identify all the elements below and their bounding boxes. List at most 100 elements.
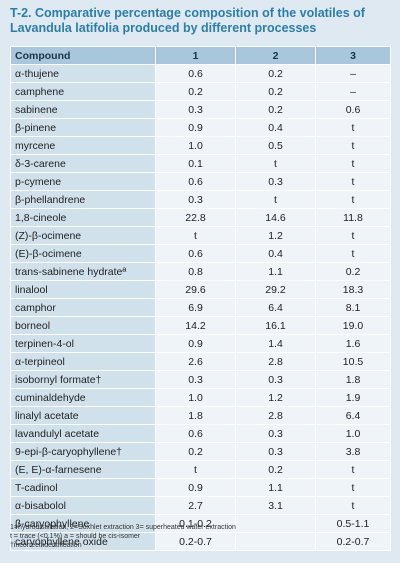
compound-cell: trans-sabinene hydrateª <box>10 262 156 281</box>
process-1-cell: 0.6 <box>155 244 236 263</box>
compound-cell: cuminaldehyde <box>10 388 156 407</box>
process-3-cell: t <box>315 172 391 191</box>
table-header-row: Compound 1 2 3 <box>10 46 391 65</box>
footnote: t = trace (<0.1%) a = should be cis-isom… <box>10 533 141 540</box>
process-2-cell: 1.1 <box>235 478 316 497</box>
process-3-cell: 11.8 <box>315 208 391 227</box>
table-row: T-cadinol 0.9 1.1 t <box>10 478 391 497</box>
process-1-cell: 0.3 <box>155 100 236 119</box>
table-body: α-thujene 0.6 0.2– camphene 0.2 0.2– sabinene 0… <box>10 64 391 551</box>
process-1-cell: 0.1 <box>155 154 236 173</box>
process-2-cell <box>235 514 316 533</box>
table-row: δ-3-carene 0.1 t t <box>10 154 391 173</box>
compound-cell: 1,8-cineole <box>10 208 156 227</box>
process-1-cell: t <box>155 226 236 245</box>
process-3-cell: – <box>315 64 391 83</box>
process-3-cell: 19.0 <box>315 316 391 335</box>
process-3-cell: t <box>315 190 391 209</box>
process-1-cell: 0.9 <box>155 334 236 353</box>
process-1-cell: 0.6 <box>155 424 236 443</box>
compound-cell: (E)-β-ocimene <box>10 244 156 263</box>
process-2-cell: t <box>235 190 316 209</box>
process-2-cell: t <box>235 154 316 173</box>
process-1-cell: 1.0 <box>155 136 236 155</box>
header-process-2: 2 <box>235 46 316 65</box>
process-3-cell: t <box>315 136 391 155</box>
table-row: camphor 6.9 6.4 8.1 <box>10 298 391 317</box>
process-3-cell: t <box>315 460 391 479</box>
compound-cell: β-caryophyllene <box>10 514 156 533</box>
process-1-cell: 0.9 <box>155 118 236 137</box>
process-3-cell: 3.8 <box>315 442 391 461</box>
process-1-cell: 0.9 <box>155 478 236 497</box>
compound-cell: camphene <box>10 82 156 101</box>
process-2-cell: 0.3 <box>235 424 316 443</box>
compound-cell: β-pinene <box>10 118 156 137</box>
table-row: linalyl acetate 1.8 2.8 6.4 <box>10 406 391 425</box>
process-2-cell: 0.3 <box>235 370 316 389</box>
compound-cell: linalyl acetate <box>10 406 156 425</box>
table-row: α-thujene 0.6 0.2– <box>10 64 391 83</box>
process-1-cell: 2.7 <box>155 496 236 515</box>
footnotes: 1=hydrodistillation, 2=Soxhlet extractio… <box>10 523 390 550</box>
process-3-cell: t <box>315 118 391 137</box>
process-1-cell: 0.2-0.7 <box>155 532 236 551</box>
process-1-cell: t <box>155 460 236 479</box>
table-row: p-cymene 0.6 0.3 t <box>10 172 391 191</box>
table-row: (Z)-β-ocimene t 1.2 t <box>10 226 391 245</box>
process-3-cell: – <box>315 82 391 101</box>
process-1-cell: 2.6 <box>155 352 236 371</box>
table-row: sabinene 0.3 0.2 0.6 <box>10 100 391 119</box>
process-2-cell: 2.8 <box>235 352 316 371</box>
footnote: †incorrect identification <box>10 542 82 549</box>
compound-cell: lavandulyl acetate <box>10 424 156 443</box>
process-3-cell: 10.5 <box>315 352 391 371</box>
header-process-3: 3 <box>315 46 391 65</box>
table-row: 1,8-cineole 22.8 14.6 11.8 <box>10 208 391 227</box>
process-2-cell <box>235 532 316 551</box>
process-2-cell: 0.2 <box>235 460 316 479</box>
table-row: β-caryophyllene 0.1-0.2 0.5-1.1 <box>10 514 391 533</box>
table-row: (E, E)-α-farnesene t 0.2 t <box>10 460 391 479</box>
process-1-cell: 22.8 <box>155 208 236 227</box>
process-2-cell: 0.4 <box>235 244 316 263</box>
process-2-cell: 0.2 <box>235 100 316 119</box>
process-1-cell: 0.3 <box>155 190 236 209</box>
compound-cell: isobornyl formate† <box>10 370 156 389</box>
process-2-cell: 16.1 <box>235 316 316 335</box>
footnote: 1=hydrodistillation, 2=Soxhlet extractio… <box>10 524 236 531</box>
process-3-cell: 0.5-1.1 <box>315 514 391 533</box>
process-1-cell: 0.2 <box>155 442 236 461</box>
table-row: caryophyllene oxide 0.2-0.7 0.2-0.7 <box>10 532 391 551</box>
compound-cell: (Z)-β-ocimene <box>10 226 156 245</box>
compound-cell: β-phellandrene <box>10 190 156 209</box>
table-row: β-pinene 0.9 0.4 t <box>10 118 391 137</box>
table-row: cuminaldehyde 1.0 1.2 1.9 <box>10 388 391 407</box>
compound-cell: 9-epi-β-caryophyllene† <box>10 442 156 461</box>
process-1-cell: 0.1-0.2 <box>155 514 236 533</box>
process-3-cell: t <box>315 226 391 245</box>
process-1-cell: 14.2 <box>155 316 236 335</box>
process-1-cell: 29.6 <box>155 280 236 299</box>
table-row: linalool 29.6 29.2 18.3 <box>10 280 391 299</box>
table-row: (E)-β-ocimene 0.6 0.4 t <box>10 244 391 263</box>
process-3-cell: 8.1 <box>315 298 391 317</box>
composition-table: Compound 1 2 3 α-thujene 0.6 0.2– camphene 0… <box>10 46 391 551</box>
table-row: myrcene 1.0 0.5 t <box>10 136 391 155</box>
compound-cell: terpinen-4-ol <box>10 334 156 353</box>
process-1-cell: 0.3 <box>155 370 236 389</box>
process-2-cell: 1.4 <box>235 334 316 353</box>
compound-cell: δ-3-carene <box>10 154 156 173</box>
header-process-1: 1 <box>155 46 236 65</box>
compound-cell: (E, E)-α-farnesene <box>10 460 156 479</box>
process-1-cell: 0.2 <box>155 82 236 101</box>
header-compound: Compound <box>10 46 156 65</box>
process-3-cell: t <box>315 496 391 515</box>
table-row: terpinen-4-ol 0.9 1.4 1.6 <box>10 334 391 353</box>
process-2-cell: 0.2 <box>235 82 316 101</box>
compound-cell: linalool <box>10 280 156 299</box>
process-3-cell: 0.2-0.7 <box>315 532 391 551</box>
process-2-cell: 0.5 <box>235 136 316 155</box>
table-row: β-phellandrene 0.3 t t <box>10 190 391 209</box>
